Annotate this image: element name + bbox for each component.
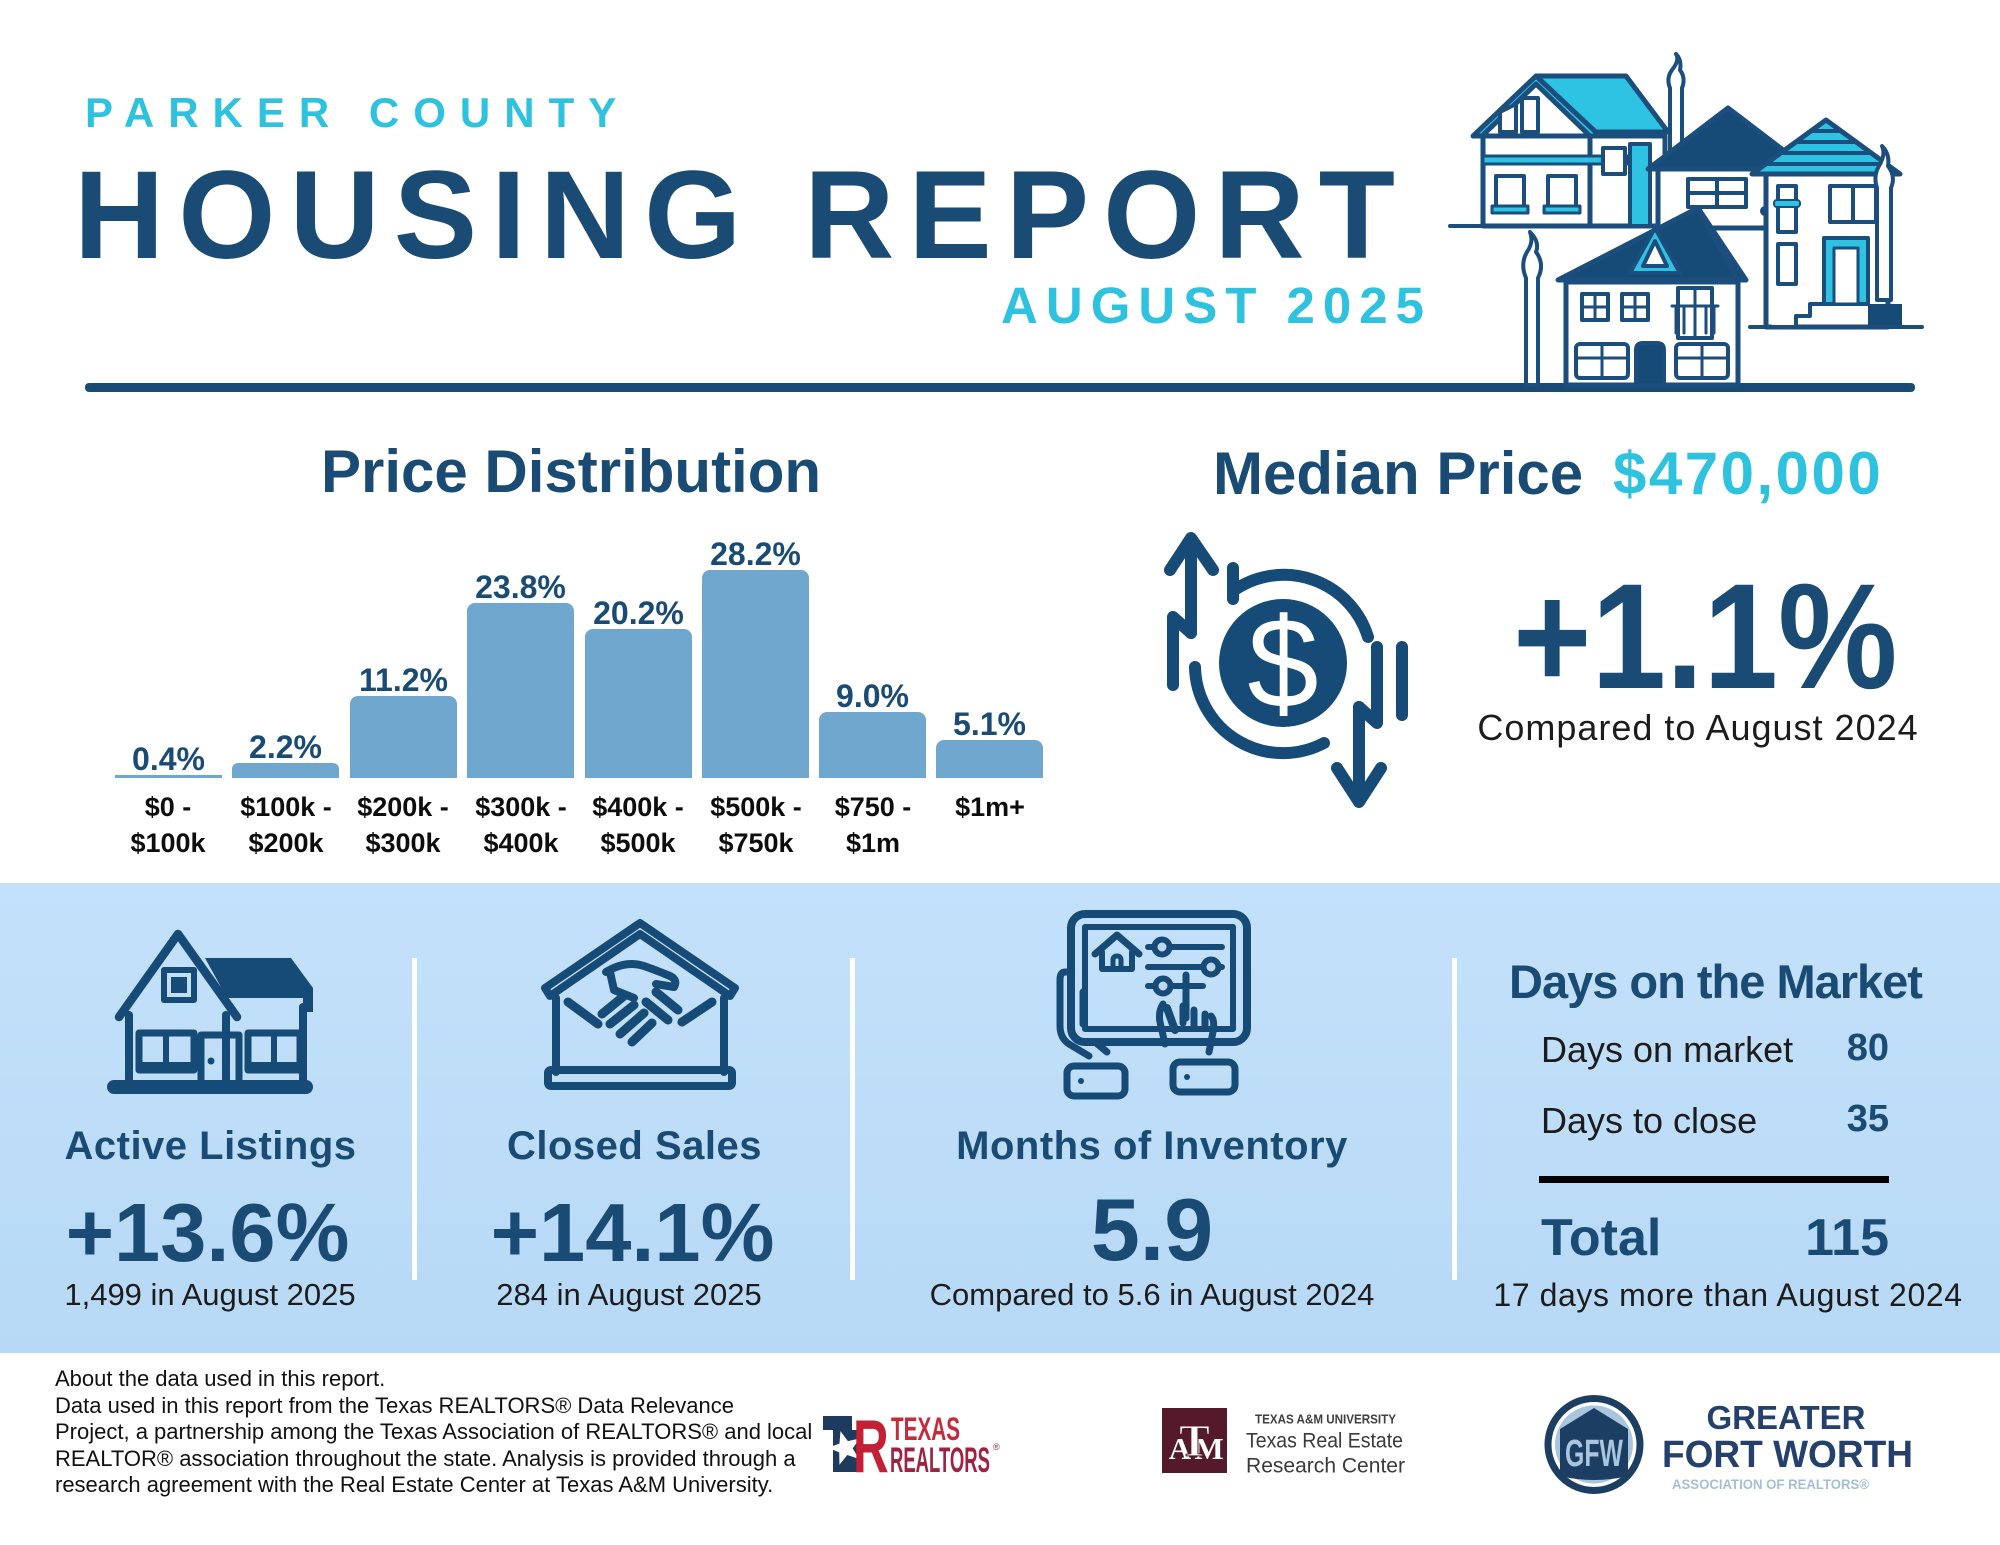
svg-text:TEXAS: TEXAS bbox=[891, 1411, 960, 1447]
svg-text:T: T bbox=[1179, 1415, 1210, 1466]
svg-text:TEXAS A&M UNIVERSITY: TEXAS A&M UNIVERSITY bbox=[1255, 1412, 1396, 1427]
svg-text:Texas Real Estate: Texas Real Estate bbox=[1246, 1430, 1403, 1453]
svg-text:REALTORS: REALTORS bbox=[890, 1441, 990, 1480]
svg-text:R: R bbox=[853, 1410, 889, 1480]
svg-text:FORT WORTH: FORT WORTH bbox=[1662, 1434, 1913, 1476]
svg-text:GFW: GFW bbox=[1565, 1433, 1623, 1475]
svg-text:ASSOCIATION OF REALTORS®: ASSOCIATION OF REALTORS® bbox=[1672, 1476, 1870, 1492]
svg-text:$: $ bbox=[1247, 592, 1318, 735]
svg-text:GREATER: GREATER bbox=[1707, 1399, 1866, 1436]
svg-text:M: M bbox=[1194, 1431, 1223, 1466]
svg-text:A: A bbox=[1169, 1431, 1192, 1466]
svg-text:Research Center: Research Center bbox=[1246, 1455, 1405, 1478]
svg-text:®: ® bbox=[993, 1442, 1000, 1452]
